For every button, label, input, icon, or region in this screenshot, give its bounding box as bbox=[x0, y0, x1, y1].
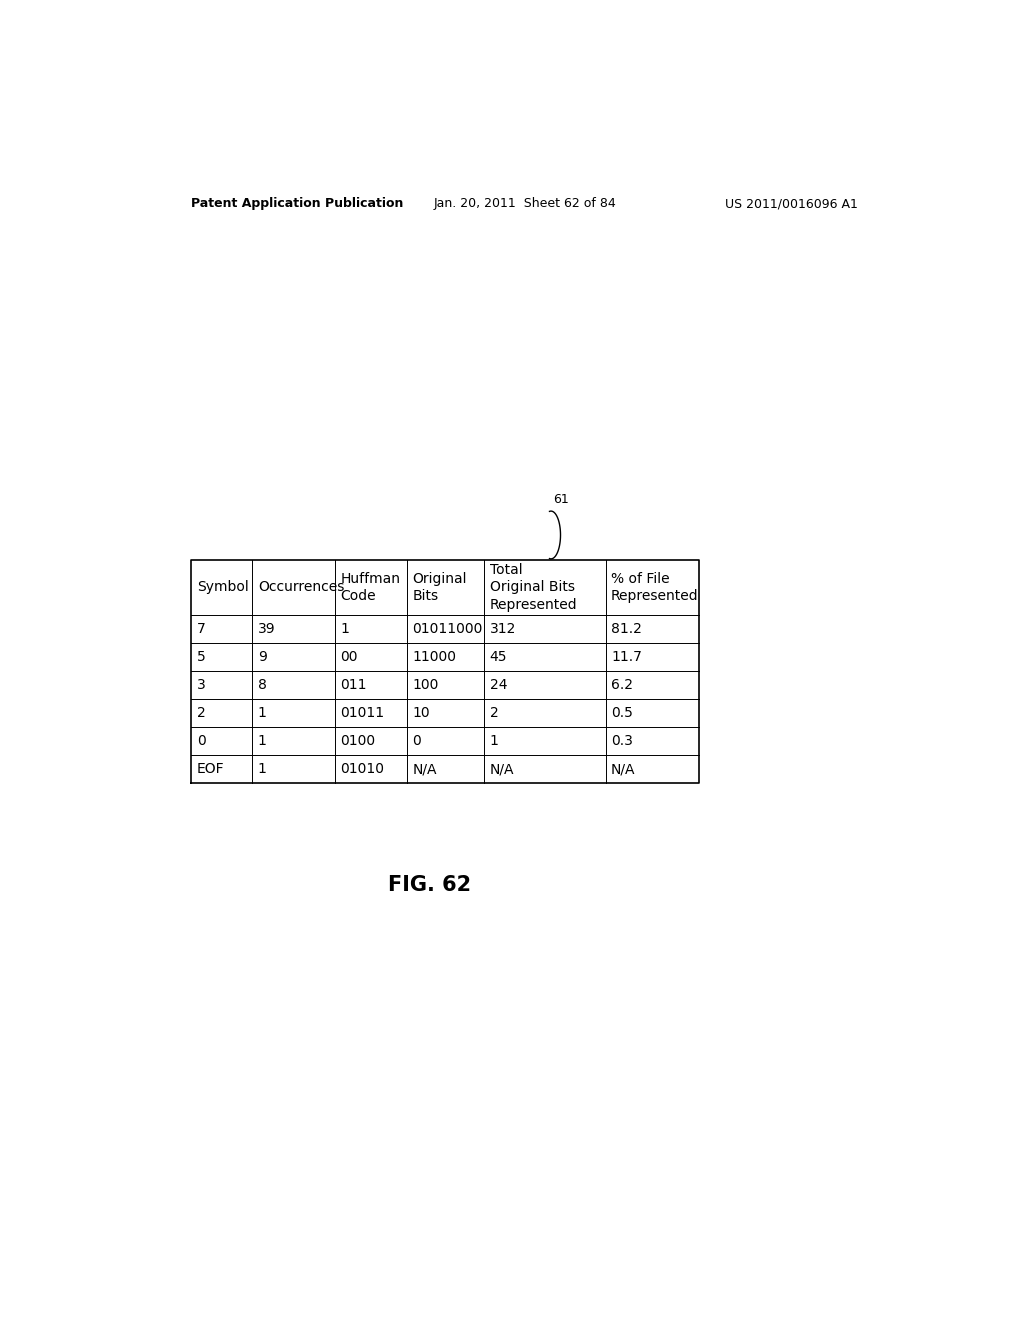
Text: US 2011/0016096 A1: US 2011/0016096 A1 bbox=[725, 197, 858, 210]
Text: 1: 1 bbox=[258, 734, 266, 748]
Text: 11000: 11000 bbox=[413, 649, 457, 664]
Text: 2: 2 bbox=[197, 706, 206, 721]
Text: 00: 00 bbox=[341, 649, 358, 664]
Text: 0100: 0100 bbox=[341, 734, 376, 748]
Text: Total
Original Bits
Represented: Total Original Bits Represented bbox=[489, 562, 578, 611]
Text: N/A: N/A bbox=[611, 763, 636, 776]
Text: 24: 24 bbox=[489, 678, 507, 692]
Text: Symbol: Symbol bbox=[197, 581, 249, 594]
Text: 0.3: 0.3 bbox=[611, 734, 633, 748]
Text: EOF: EOF bbox=[197, 763, 224, 776]
Text: 61: 61 bbox=[553, 492, 568, 506]
Text: N/A: N/A bbox=[489, 763, 514, 776]
Text: Jan. 20, 2011  Sheet 62 of 84: Jan. 20, 2011 Sheet 62 of 84 bbox=[433, 197, 616, 210]
Text: 100: 100 bbox=[413, 678, 438, 692]
Text: 2: 2 bbox=[489, 706, 499, 721]
Text: N/A: N/A bbox=[413, 763, 437, 776]
Text: 1: 1 bbox=[341, 622, 349, 636]
Text: 11.7: 11.7 bbox=[611, 649, 642, 664]
Text: 6.2: 6.2 bbox=[611, 678, 633, 692]
Text: 39: 39 bbox=[258, 622, 275, 636]
Text: 45: 45 bbox=[489, 649, 507, 664]
Text: 3: 3 bbox=[197, 678, 206, 692]
Text: 1: 1 bbox=[258, 763, 266, 776]
Text: 312: 312 bbox=[489, 622, 516, 636]
Text: 7: 7 bbox=[197, 622, 206, 636]
Text: 10: 10 bbox=[413, 706, 430, 721]
Text: Patent Application Publication: Patent Application Publication bbox=[191, 197, 403, 210]
Text: 0: 0 bbox=[197, 734, 206, 748]
Text: 01010: 01010 bbox=[341, 763, 385, 776]
Text: 0.5: 0.5 bbox=[611, 706, 633, 721]
Text: 8: 8 bbox=[258, 678, 266, 692]
Text: 0: 0 bbox=[413, 734, 421, 748]
Text: FIG. 62: FIG. 62 bbox=[388, 875, 471, 895]
Text: 1: 1 bbox=[258, 706, 266, 721]
Text: Huffman
Code: Huffman Code bbox=[341, 572, 400, 603]
Text: 5: 5 bbox=[197, 649, 206, 664]
Text: 81.2: 81.2 bbox=[611, 622, 642, 636]
Text: 01011000: 01011000 bbox=[413, 622, 482, 636]
Text: 01011: 01011 bbox=[341, 706, 385, 721]
Text: Original
Bits: Original Bits bbox=[413, 572, 467, 603]
Text: % of File
Represented: % of File Represented bbox=[611, 572, 698, 603]
Text: 011: 011 bbox=[341, 678, 367, 692]
Text: 1: 1 bbox=[489, 734, 499, 748]
Text: Occurrences: Occurrences bbox=[258, 581, 344, 594]
Text: 9: 9 bbox=[258, 649, 266, 664]
